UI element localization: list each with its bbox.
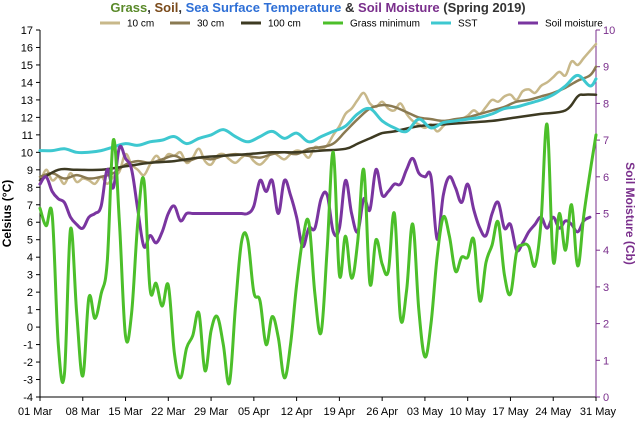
legend-label-soil-moisture: Soil moisture (545, 19, 603, 30)
title-part-2: Soil (154, 0, 178, 15)
legend-label-grass-minimum: Grass minimum (350, 19, 420, 30)
title-part-4: Sea Surface Temperature (186, 0, 342, 15)
y-tick-label: 2 (27, 287, 33, 299)
series-line-100-cm (38, 93, 598, 182)
y2-tick-label: 10 (603, 25, 615, 37)
legend: 10 cm 30 cm 100 cm Grass minimum SST Soil moi… (100, 19, 603, 30)
legend-label-100-cm: 100 cm (268, 19, 301, 30)
y-tick-label: 17 (21, 25, 33, 37)
series-line-10-cm (38, 42, 598, 186)
legend-label-sst: SST (458, 19, 477, 30)
x-tick-label: 24 May (535, 406, 572, 418)
y-tick-label: 13 (21, 95, 33, 107)
y2-tick-label: 0 (603, 392, 609, 404)
y-tick-label: 1 (27, 305, 33, 317)
y-tick-label: 7 (27, 200, 33, 212)
title-part-3: , (178, 0, 185, 15)
y-tick-label: 6 (27, 217, 33, 229)
y2-tick-label: 2 (603, 319, 609, 331)
title-part-5: & (341, 0, 358, 15)
y2-tick-label: 4 (603, 245, 609, 257)
y2-axis-title: Soil Moisture (Cb) (623, 162, 635, 265)
x-tick-label: 12 Apr (281, 406, 313, 418)
title-part-0: Grass (110, 0, 147, 15)
y2-tick-label: 6 (603, 172, 609, 184)
x-tick-label: 22 Mar (151, 406, 186, 418)
chart-title: Grass, Soil, Sea Surface Temperature & S… (110, 0, 525, 15)
y-tick-label: -3 (23, 375, 33, 387)
title-part-6: Soil Moisture (358, 0, 440, 15)
y2-tick-label: 9 (603, 62, 609, 74)
x-axis-ticks: 01 Mar 08 Mar 15 Mar 22 Mar 29 Mar 05 Apr 12 A… (18, 397, 616, 418)
y-tick-label: 8 (27, 182, 33, 194)
x-tick-label: 03 May (407, 406, 444, 418)
series-line-30-cm (38, 65, 598, 180)
series-line-soil-moisture (38, 144, 592, 253)
series-line-sst (38, 73, 598, 155)
y2-tick-label: 5 (603, 209, 609, 221)
legend-label-30-cm: 30 cm (197, 19, 224, 30)
y-tick-label: 9 (27, 165, 33, 177)
y-tick-label: 3 (27, 270, 33, 282)
series-layer (38, 42, 598, 386)
x-tick-label: 26 Apr (366, 406, 398, 418)
legend-label-10-cm: 10 cm (127, 19, 154, 30)
y-tick-label: 4 (27, 252, 33, 264)
title-part-7: (Spring 2019) (440, 0, 526, 15)
y-tick-label: -4 (23, 392, 33, 404)
series-line-grass-minimum (38, 122, 598, 386)
x-tick-label: 08 Mar (66, 406, 101, 418)
title-part-1: , (147, 0, 154, 15)
y-tick-label: -2 (23, 357, 33, 369)
y2-tick-label: 8 (603, 98, 609, 110)
x-tick-label: 15 Mar (108, 406, 143, 418)
y-tick-label: 15 (21, 60, 33, 72)
x-tick-label: 19 Apr (323, 406, 355, 418)
y2-tick-label: 1 (603, 355, 609, 367)
y2-axis-ticks: 0 1 2 3 4 5 6 7 8 9 10 (596, 25, 615, 404)
y2-tick-label: 7 (603, 135, 609, 147)
y-axis-title: Celsius (°C) (0, 180, 14, 247)
y-tick-label: 11 (22, 130, 33, 142)
y-tick-label: 5 (27, 235, 33, 247)
y-tick-label: -1 (23, 340, 33, 352)
y2-tick-label: 3 (603, 282, 609, 294)
x-tick-label: 17 May (492, 406, 529, 418)
y-tick-label: 10 (21, 147, 33, 159)
y-tick-label: 16 (21, 42, 33, 54)
x-tick-label: 05 Apr (238, 406, 270, 418)
y-tick-label: 12 (21, 112, 33, 124)
x-tick-label: 10 May (450, 406, 487, 418)
y-tick-label: 0 (27, 322, 33, 334)
x-tick-label: 29 Mar (194, 406, 229, 418)
x-tick-label: 01 Mar (18, 406, 53, 418)
x-tick-label: 31 May (580, 406, 617, 418)
y-tick-label: 14 (21, 77, 33, 89)
